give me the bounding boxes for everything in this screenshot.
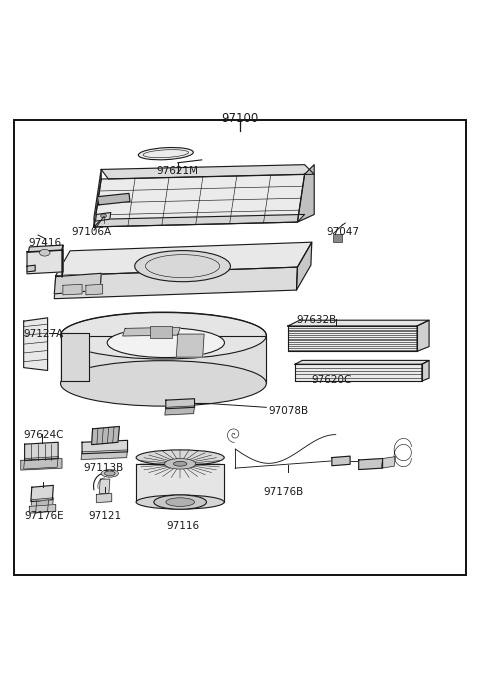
Text: 97078B: 97078B	[269, 406, 309, 416]
Polygon shape	[332, 456, 350, 466]
Polygon shape	[99, 479, 110, 493]
Polygon shape	[136, 464, 224, 502]
Polygon shape	[27, 265, 35, 272]
Polygon shape	[288, 326, 417, 352]
Polygon shape	[86, 284, 103, 295]
Polygon shape	[36, 500, 48, 513]
Polygon shape	[54, 267, 298, 299]
Ellipse shape	[60, 361, 266, 406]
Polygon shape	[101, 165, 314, 179]
Polygon shape	[295, 361, 429, 364]
Polygon shape	[54, 273, 101, 294]
Polygon shape	[56, 242, 312, 276]
Polygon shape	[81, 450, 128, 459]
Text: 97621M: 97621M	[157, 166, 199, 177]
Ellipse shape	[136, 450, 224, 465]
Polygon shape	[24, 442, 58, 461]
Polygon shape	[82, 441, 128, 454]
Polygon shape	[96, 493, 112, 502]
Text: 97127A: 97127A	[24, 329, 64, 339]
Polygon shape	[31, 498, 53, 509]
Text: 97106A: 97106A	[72, 227, 112, 237]
Polygon shape	[60, 333, 89, 381]
Polygon shape	[359, 459, 383, 470]
Ellipse shape	[154, 495, 206, 509]
Polygon shape	[94, 215, 305, 227]
Ellipse shape	[60, 312, 266, 359]
Polygon shape	[21, 459, 62, 470]
Text: 97047: 97047	[326, 227, 359, 237]
Polygon shape	[165, 406, 194, 415]
Polygon shape	[29, 505, 56, 513]
Polygon shape	[97, 193, 130, 205]
Text: 97620C: 97620C	[312, 375, 352, 385]
Polygon shape	[28, 245, 63, 252]
Text: 97176E: 97176E	[24, 511, 63, 521]
Ellipse shape	[136, 495, 224, 509]
Text: 97632B: 97632B	[297, 315, 337, 325]
Polygon shape	[288, 320, 429, 326]
Polygon shape	[123, 327, 180, 336]
Polygon shape	[96, 213, 111, 221]
Ellipse shape	[166, 498, 194, 507]
Polygon shape	[27, 250, 63, 274]
Polygon shape	[298, 165, 314, 222]
Polygon shape	[166, 399, 194, 409]
Polygon shape	[94, 174, 305, 227]
Text: 97624C: 97624C	[24, 430, 64, 440]
Polygon shape	[422, 361, 429, 381]
Polygon shape	[417, 320, 429, 352]
Polygon shape	[63, 284, 82, 295]
Ellipse shape	[105, 471, 115, 476]
Text: 97100: 97100	[221, 112, 259, 125]
Polygon shape	[92, 427, 120, 445]
Polygon shape	[94, 170, 101, 227]
Text: 97416: 97416	[28, 238, 61, 248]
Polygon shape	[31, 485, 53, 502]
Polygon shape	[295, 364, 422, 381]
Polygon shape	[176, 334, 204, 357]
Polygon shape	[24, 457, 58, 469]
Ellipse shape	[39, 250, 50, 256]
Ellipse shape	[138, 147, 193, 160]
Ellipse shape	[135, 251, 230, 281]
Ellipse shape	[165, 459, 196, 469]
Ellipse shape	[101, 470, 119, 477]
Ellipse shape	[173, 461, 187, 466]
Polygon shape	[297, 242, 312, 290]
Ellipse shape	[107, 328, 225, 357]
Text: 97113B: 97113B	[84, 463, 124, 473]
Text: 97121: 97121	[88, 511, 121, 521]
Text: 97176B: 97176B	[263, 487, 303, 497]
Polygon shape	[24, 318, 48, 370]
Polygon shape	[60, 336, 266, 384]
Ellipse shape	[101, 214, 107, 218]
Bar	[333, 234, 342, 242]
Bar	[150, 326, 171, 338]
Polygon shape	[62, 245, 63, 277]
Text: 97116: 97116	[166, 521, 199, 530]
Polygon shape	[381, 457, 396, 468]
